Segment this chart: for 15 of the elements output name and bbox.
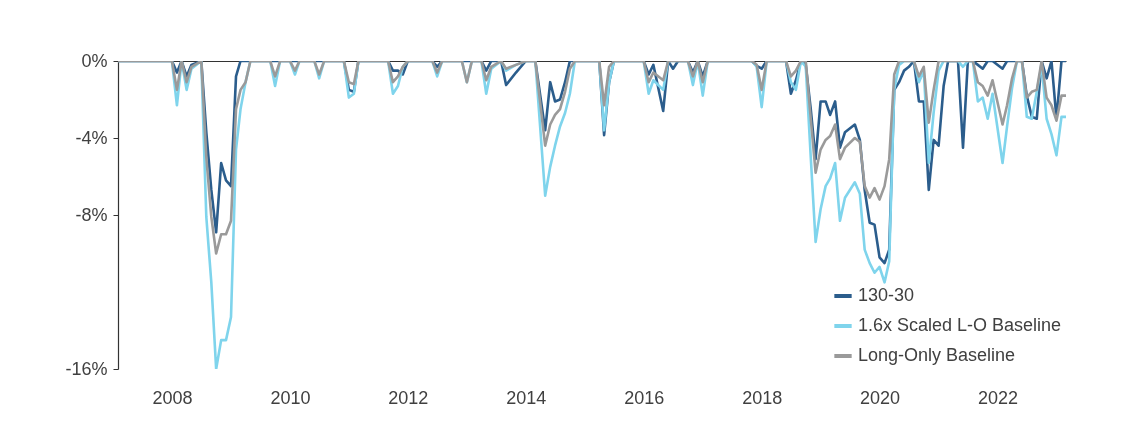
y-tick-label: -4% [75,127,108,148]
y-tick-label: -16% [65,358,108,379]
x-tick-label: 2020 [860,387,901,408]
legend-label: 130-30 [858,285,915,305]
legend-label: 1.6x Scaled L-O Baseline [858,315,1062,335]
x-tick-label: 2010 [270,387,311,408]
y-tick-label: 0% [81,50,108,71]
x-tick-label: 2014 [506,387,547,408]
x-tick-label: 2022 [978,387,1019,408]
x-tick-label: 2016 [624,387,665,408]
x-tick-label: 2018 [742,387,783,408]
x-tick-label: 2008 [152,387,193,408]
y-tick-label: -8% [75,204,108,225]
legend-label: Long-Only Baseline [858,345,1016,365]
x-tick-label: 2012 [388,387,429,408]
